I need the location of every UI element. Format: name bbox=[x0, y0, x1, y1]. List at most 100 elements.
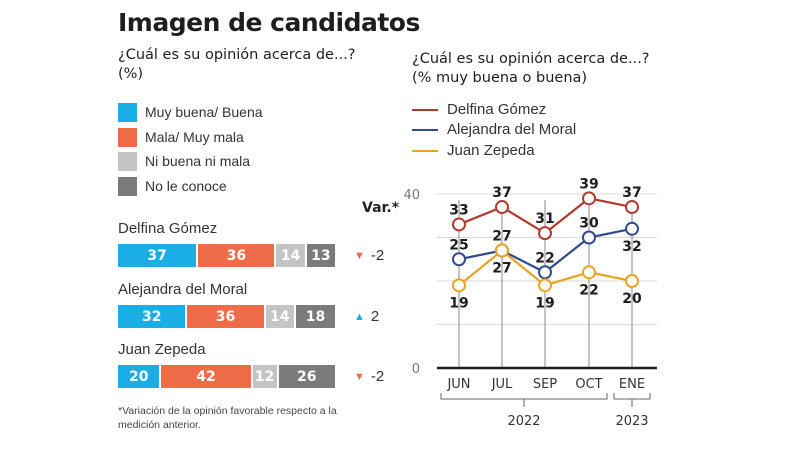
variation-value: 2 bbox=[370, 308, 380, 325]
variation-header: Var.* bbox=[362, 200, 400, 216]
bar-value-label: 20 bbox=[128, 368, 149, 385]
triangle-up-icon: ▲ bbox=[354, 310, 365, 323]
right-subtitle: ¿Cuál es su opinión acerca de...? (% muy… bbox=[412, 50, 650, 88]
bar-value-label: 18 bbox=[305, 308, 326, 325]
bar-value-label: 37 bbox=[147, 247, 167, 264]
bar-segment-muy-buena: 37 bbox=[118, 244, 199, 267]
legend-item-no-conoce: No le conoce bbox=[118, 176, 227, 196]
x-tick-label: JUN bbox=[446, 377, 470, 392]
data-point-alejandra bbox=[452, 252, 466, 267]
data-label-alejandra: 32 bbox=[622, 239, 641, 255]
legend-swatch-ni-buena bbox=[118, 151, 137, 171]
legend-line-alejandra bbox=[412, 128, 438, 131]
legend-label: Mala/ Muy mala bbox=[145, 129, 244, 145]
stacked-bar-row: 37 36 14 13 bbox=[118, 244, 335, 267]
legend-item-ni-buena: Ni buena ni mala bbox=[118, 151, 250, 171]
legend-label: No le conoce bbox=[145, 178, 227, 194]
stacked-bar-row: 32 36 14 18 bbox=[118, 305, 335, 328]
x-tick-label: ENE bbox=[619, 377, 645, 392]
footnote-line1: *Variación de la opinión favorable respe… bbox=[118, 405, 337, 417]
legend-swatch-mala bbox=[118, 127, 137, 147]
bar-segment-ni-buena: 14 bbox=[276, 244, 307, 267]
year-label: 2023 bbox=[615, 414, 648, 429]
triangle-down-icon: ▼ bbox=[354, 249, 365, 262]
candidate-name: Delfina Gómez bbox=[118, 220, 218, 237]
bar-value-label: 36 bbox=[215, 308, 236, 325]
bar-value-label: 14 bbox=[280, 247, 301, 264]
data-label-juan: 19 bbox=[535, 295, 554, 311]
bar-segment-mala: 36 bbox=[198, 244, 277, 267]
data-point-delfina bbox=[495, 200, 509, 215]
bar-value-label: 36 bbox=[226, 247, 247, 264]
bar-segment-mala: 36 bbox=[187, 305, 266, 328]
legend-line-juan bbox=[412, 149, 438, 152]
legend-label: Muy buena/ Buena bbox=[145, 104, 263, 120]
left-subtitle-line1: ¿Cuál es su opinión acerca de...? bbox=[118, 47, 356, 63]
candidate-name: Alejandra del Moral bbox=[118, 281, 248, 298]
data-point-juan bbox=[625, 274, 639, 288]
legend-item-juan: Juan Zepeda bbox=[412, 142, 535, 159]
y-tick-label: 40 bbox=[403, 188, 420, 203]
legend-swatch-no-conoce bbox=[118, 176, 137, 196]
footnote-line2: medición anterior. bbox=[118, 419, 201, 431]
bar-value-label: 32 bbox=[141, 308, 162, 325]
data-point-alejandra bbox=[538, 265, 552, 280]
data-label-delfina: 37 bbox=[622, 185, 641, 201]
x-tick-label: JUL bbox=[491, 377, 513, 392]
data-point-juan bbox=[452, 278, 466, 293]
legend-item-mala: Mala/ Muy mala bbox=[118, 127, 244, 147]
footnote: *Variación de la opinión favorable respe… bbox=[118, 404, 337, 432]
bar-segment-no-conoce: 18 bbox=[295, 305, 335, 328]
data-label-juan: 22 bbox=[579, 282, 598, 298]
data-point-delfina bbox=[452, 217, 466, 232]
variation-indicator: ▼ -2 bbox=[354, 368, 384, 385]
data-label-delfina: 39 bbox=[579, 176, 598, 192]
data-point-delfina bbox=[582, 191, 596, 206]
variation-value: -2 bbox=[370, 368, 385, 385]
legend-label: Ni buena ni mala bbox=[145, 153, 251, 169]
data-label-delfina: 31 bbox=[535, 211, 554, 227]
right-subtitle-line2: (% muy buena o buena) bbox=[412, 70, 588, 86]
bar-segment-no-conoce: 13 bbox=[306, 244, 335, 267]
legend-item-delfina: Delfina Gómez bbox=[412, 101, 546, 118]
data-label-alejandra: 22 bbox=[535, 250, 554, 266]
bar-segment-ni-buena: 14 bbox=[265, 305, 296, 328]
bar-value-label: 42 bbox=[196, 368, 216, 385]
data-point-delfina bbox=[625, 200, 639, 215]
data-label-alejandra: 25 bbox=[449, 237, 468, 253]
data-label-juan: 20 bbox=[622, 291, 642, 307]
data-label-alejandra: 27 bbox=[492, 229, 511, 245]
data-point-juan bbox=[538, 278, 552, 293]
right-subtitle-line1: ¿Cuál es su opinión acerca de...? bbox=[412, 51, 650, 67]
bar-segment-no-conoce: 26 bbox=[278, 365, 335, 388]
data-label-alejandra: 30 bbox=[579, 216, 599, 232]
variation-indicator: ▲ 2 bbox=[354, 308, 379, 325]
year-bracket bbox=[440, 393, 608, 400]
legend-label: Alejandra del Moral bbox=[447, 121, 577, 138]
bar-value-label: 26 bbox=[297, 368, 317, 385]
legend-label: Juan Zepeda bbox=[447, 142, 535, 159]
data-point-juan bbox=[582, 265, 596, 280]
year-bracket bbox=[613, 393, 651, 400]
bar-segment-ni-buena: 12 bbox=[252, 365, 279, 388]
bar-segment-mala: 42 bbox=[161, 365, 253, 388]
legend-item-muy-buena: Muy buena/ Buena bbox=[118, 102, 263, 122]
candidate-name: Juan Zepeda bbox=[118, 341, 206, 358]
data-point-juan bbox=[495, 243, 509, 258]
triangle-down-icon: ▼ bbox=[354, 370, 365, 383]
legend-line-delfina bbox=[412, 108, 438, 111]
data-label-delfina: 37 bbox=[492, 185, 511, 201]
data-label-delfina: 33 bbox=[449, 202, 468, 218]
data-label-juan: 27 bbox=[492, 261, 511, 277]
bar-value-label: 12 bbox=[254, 368, 275, 385]
left-subtitle-line2: (%) bbox=[118, 66, 144, 82]
legend-swatch-muy-buena bbox=[118, 102, 137, 122]
y-tick-label: 0 bbox=[412, 362, 420, 377]
legend-label: Delfina Gómez bbox=[447, 101, 547, 118]
bar-value-label: 13 bbox=[311, 247, 331, 264]
x-tick-label: OCT bbox=[575, 377, 602, 392]
data-point-delfina bbox=[538, 226, 552, 241]
data-point-alejandra bbox=[582, 230, 596, 245]
page-title: Imagen de candidatos bbox=[118, 8, 420, 37]
left-subtitle: ¿Cuál es su opinión acerca de...? (%) bbox=[118, 46, 356, 84]
